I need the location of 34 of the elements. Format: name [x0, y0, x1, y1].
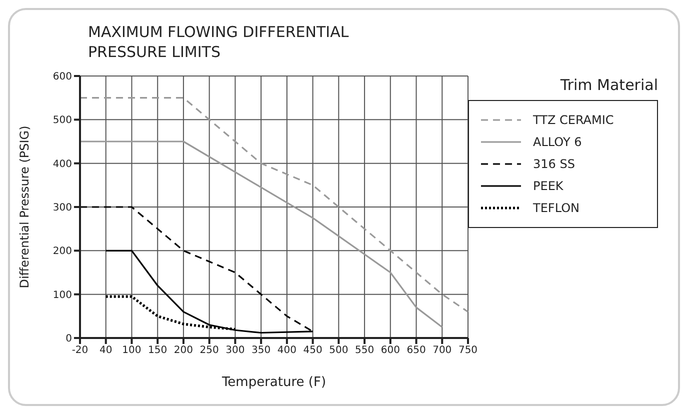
x-tick-label: 650: [406, 345, 426, 356]
y-tick-label: 500: [52, 115, 72, 126]
x-axis-title: Temperature (F): [220, 375, 326, 390]
x-tick-label: 300: [226, 345, 245, 356]
x-tick-label: -20: [72, 345, 88, 356]
x-tick-label: 200: [174, 345, 194, 356]
x-tick-label: 600: [380, 345, 400, 356]
y-tick-label: 0: [66, 334, 72, 345]
x-tick-label: 350: [252, 345, 271, 356]
x-tick-label: 750: [458, 345, 478, 356]
chart-title: MAXIMUM FLOWING DIFFERENTIAL PRESSURE LIMITS: [88, 22, 349, 62]
x-tick-label: 150: [148, 345, 168, 356]
x-tick-label: 700: [432, 345, 452, 356]
legend-label: 316 SS: [533, 157, 575, 171]
legend-label: TTZ CERAMIC: [533, 113, 614, 127]
legend-title: Trim Material: [559, 76, 658, 94]
legend-label: ALLOY 6: [533, 135, 582, 149]
legend-label: TEFLON: [533, 201, 580, 215]
y-tick-label: 400: [52, 158, 72, 170]
y-tick-label: 100: [52, 290, 72, 301]
x-tick-label: 100: [122, 345, 142, 356]
y-axis-title: Differential Pressure (PSIG): [17, 126, 32, 288]
x-tick-label: 500: [329, 345, 348, 356]
legend-label: PEEK: [533, 179, 564, 193]
x-tick-label: 40: [100, 345, 112, 356]
y-tick-label: 600: [52, 72, 72, 83]
x-tick-label: 550: [354, 345, 374, 356]
x-tick-label: 250: [200, 345, 219, 356]
y-tick-label: 300: [52, 202, 72, 214]
line-series: [79, 97, 469, 313]
x-tick-label: 450: [303, 345, 322, 356]
y-tick-label: 200: [52, 246, 72, 258]
line-series: [79, 140, 443, 328]
x-tick-label: 400: [277, 345, 296, 356]
